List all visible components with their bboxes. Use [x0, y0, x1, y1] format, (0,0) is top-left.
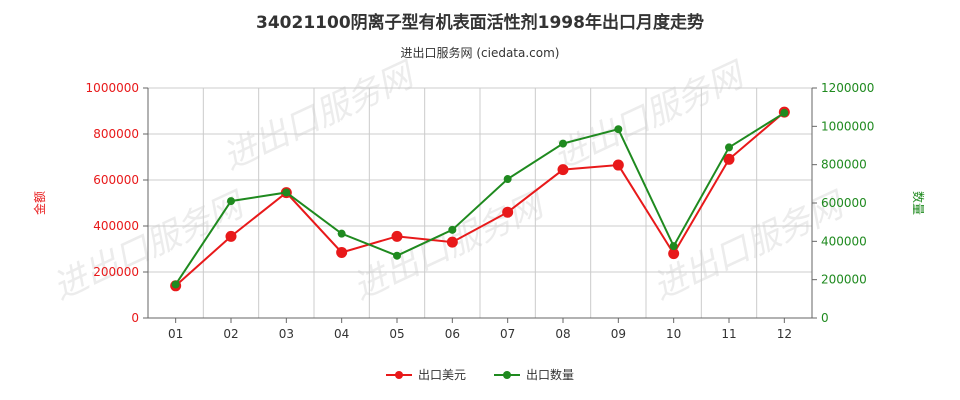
series-line-quantity: [174, 112, 785, 286]
y-axis-left-label: 金额: [32, 191, 47, 215]
legend-item-value[interactable]: 出口美元: [385, 366, 466, 383]
y-left-tick-label: 0: [131, 311, 139, 325]
x-tick-label: 03: [279, 327, 294, 341]
data-point-value: [612, 159, 624, 171]
data-point-value: [336, 246, 348, 258]
data-point-quantity: [559, 139, 567, 148]
x-tick-label: 06: [445, 327, 460, 341]
data-point-value: [723, 153, 735, 165]
x-tick-label: 01: [168, 327, 183, 341]
legend-label-value: 出口美元: [417, 368, 466, 382]
chart-legend: 出口美元 出口数量: [0, 366, 960, 383]
legend-item-quantity[interactable]: 出口数量: [494, 366, 574, 383]
data-point-value: [502, 206, 514, 218]
data-point-quantity: [669, 242, 678, 251]
x-tick-label: 10: [666, 327, 681, 341]
chart-subtitle: 进出口服务网 (ciedata.com): [400, 46, 560, 60]
x-tick-label: 02: [223, 327, 238, 341]
y-left-tick-label: 1000000: [86, 81, 139, 95]
y-right-tick-label: 0: [821, 311, 829, 325]
x-tick-label: 05: [389, 327, 404, 341]
data-point-quantity: [393, 251, 401, 260]
watermark-text: 进出口服务网: [217, 54, 422, 178]
data-point-value: [446, 236, 458, 248]
data-point-quantity: [780, 108, 789, 117]
legend-swatch-quantity: [494, 369, 520, 381]
y-left-tick-label: 200000: [93, 265, 139, 279]
data-point-quantity: [337, 229, 346, 238]
x-tick-label: 12: [777, 327, 792, 341]
chart-title: 34021100阴离子型有机表面活性剂1998年出口月度走势: [256, 13, 704, 33]
data-point-value: [391, 230, 403, 242]
y-right-tick-label: 200000: [821, 273, 867, 287]
y-axis-right-label: 数量: [911, 191, 926, 215]
series-line-value: [175, 111, 785, 287]
data-point-quantity: [171, 280, 180, 289]
x-tick-label: 09: [611, 327, 626, 341]
y-right-tick-label: 1000000: [821, 119, 874, 133]
data-point-quantity: [503, 175, 512, 184]
x-tick-label: 08: [555, 327, 570, 341]
data-point-value: [668, 248, 680, 260]
y-right-tick-label: 1200000: [821, 81, 874, 95]
data-point-quantity: [282, 188, 291, 197]
x-tick-label: 07: [500, 327, 515, 341]
legend-swatch-value: [385, 369, 412, 381]
y-right-tick-label: 800000: [821, 158, 867, 172]
data-point-value: [225, 230, 237, 242]
data-point-quantity: [614, 125, 623, 134]
x-tick-label: 11: [721, 327, 736, 341]
data-point-quantity: [725, 143, 733, 152]
y-right-tick-label: 600000: [821, 196, 867, 210]
y-left-tick-label: 600000: [93, 173, 139, 187]
y-left-tick-label: 800000: [93, 127, 139, 141]
data-point-value: [557, 164, 569, 176]
legend-label-quantity: 出口数量: [526, 368, 575, 382]
x-tick-label: 04: [334, 327, 349, 341]
y-right-tick-label: 400000: [821, 234, 867, 248]
data-point-quantity: [227, 197, 235, 206]
data-point-quantity: [448, 225, 457, 234]
y-left-tick-label: 400000: [93, 219, 139, 233]
